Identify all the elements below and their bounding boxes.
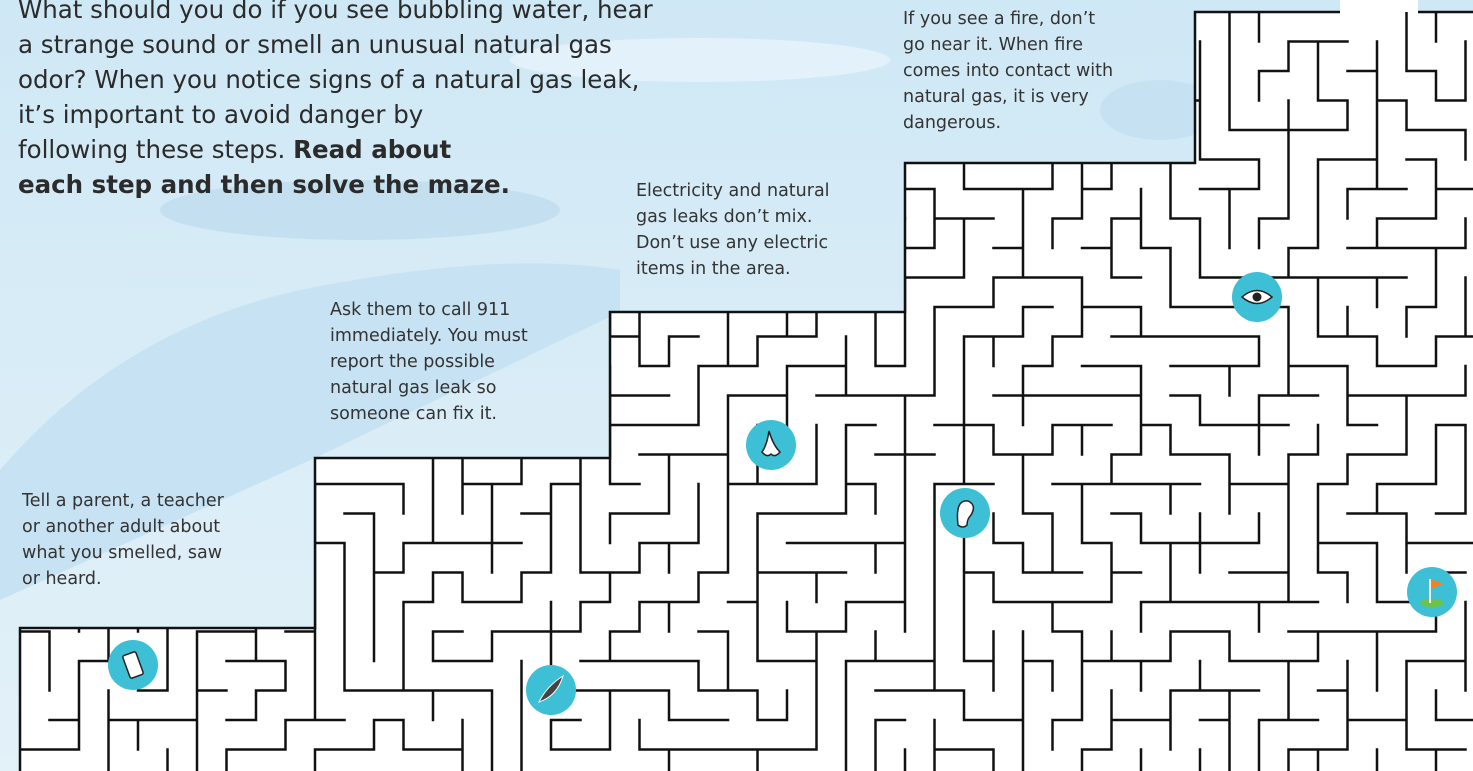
icon-circle bbox=[1407, 567, 1457, 617]
icon-glyph bbox=[122, 651, 144, 679]
text-line: report the possible bbox=[330, 352, 495, 372]
cloud bbox=[510, 38, 890, 82]
cloud bbox=[1100, 80, 1220, 140]
text-line: Ask them to call 911 bbox=[330, 300, 511, 320]
step-text: Electricity and natural gas leaks don’t m… bbox=[636, 178, 830, 282]
text-line: what you smelled, saw bbox=[22, 543, 223, 563]
text-line: each step and then solve the maze. bbox=[18, 170, 510, 199]
icon-eye bbox=[1232, 272, 1282, 322]
text-line: Read about bbox=[293, 135, 452, 164]
text-line: Don’t use any electric bbox=[636, 233, 829, 253]
maze-exit bbox=[1340, 0, 1418, 12]
icon-phone bbox=[108, 640, 158, 690]
icon-glyph bbox=[538, 674, 564, 703]
icon-glyph bbox=[1420, 599, 1444, 607]
hill bbox=[0, 263, 620, 600]
icon-glyph bbox=[956, 500, 975, 528]
step-text: Ask them to call 911 immediately. You mus… bbox=[330, 297, 528, 427]
text-line: go near it. When fire bbox=[903, 35, 1083, 55]
text-line: odor? When you notice signs of a natural… bbox=[18, 65, 640, 94]
text-line: items in the area. bbox=[636, 259, 791, 279]
text-line: someone can fix it. bbox=[330, 404, 497, 424]
icon-feather bbox=[526, 665, 576, 715]
icon-glyph bbox=[1431, 579, 1443, 589]
text-line: or another adult about bbox=[22, 517, 221, 537]
text-line: natural gas leak so bbox=[330, 378, 497, 398]
icon-glyph bbox=[761, 430, 782, 457]
maze-outline bbox=[18, 10, 1473, 771]
text-line: following these steps. bbox=[18, 135, 286, 164]
step-text: Tell a parent, a teacher or another adult… bbox=[22, 488, 224, 592]
text-line: Tell a parent, a teacher bbox=[22, 491, 224, 511]
text-line: comes into contact with bbox=[903, 61, 1114, 81]
icon-nose bbox=[746, 420, 796, 470]
icons bbox=[108, 272, 1457, 715]
maze-area bbox=[20, 12, 1473, 771]
text-line: If you see a fire, don’t bbox=[903, 9, 1096, 29]
text-line: immediately. You must bbox=[330, 326, 528, 346]
text-line: natural gas, it is very bbox=[903, 87, 1089, 107]
text-line: it’s important to avoid danger by bbox=[18, 100, 424, 129]
text-line: Electricity and natural bbox=[636, 181, 830, 201]
icon-glyph bbox=[1252, 292, 1262, 302]
cloud bbox=[160, 180, 560, 240]
text-line: a strange sound or smell an unusual natu… bbox=[18, 30, 612, 59]
icon-flag bbox=[1407, 567, 1457, 617]
text-line: gas leaks don’t mix. bbox=[636, 207, 813, 227]
intro-text: What should you do if you see bubbling w… bbox=[18, 0, 653, 202]
step-text: If you see a fire, don’t go near it. When… bbox=[903, 6, 1113, 136]
icon-ear bbox=[940, 488, 990, 538]
text-line: or heard. bbox=[22, 569, 102, 589]
text-line: dangerous. bbox=[903, 113, 1002, 133]
text-line: What should you do if you see bubbling w… bbox=[18, 0, 653, 24]
